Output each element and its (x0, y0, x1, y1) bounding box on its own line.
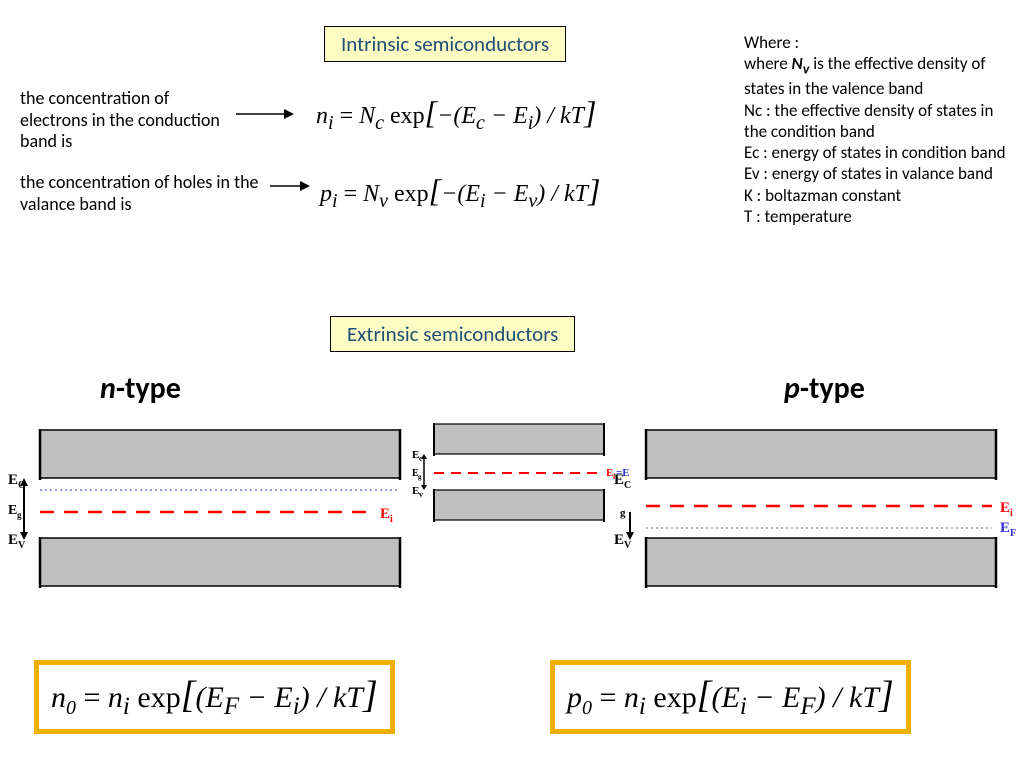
equation-n0-box: n0 = ni exp[(EF − Ei) / kT] (34, 660, 395, 734)
ptype-title: p-type (784, 370, 865, 407)
svg-text:g: g (418, 473, 422, 481)
svg-text:i: i (390, 514, 393, 525)
equation-p0-box: p0 = ni exp[(Ei − EF) / kT] (550, 660, 911, 734)
intrinsic-title-box: Intrinsic semiconductors (324, 26, 566, 62)
svg-text:E: E (8, 472, 18, 488)
svg-text:E: E (614, 472, 624, 488)
svg-text:E: E (8, 503, 17, 518)
svg-text:E: E (380, 506, 390, 522)
svg-text:F: F (1010, 528, 1016, 539)
ptype-band-diagram: E C E i E F E V g (610, 424, 1024, 624)
svg-text:E: E (1000, 520, 1010, 536)
ntype-title: n-type (100, 370, 181, 407)
svg-text:E: E (8, 532, 18, 548)
svg-text:C: C (624, 480, 631, 491)
svg-text:g: g (17, 510, 22, 520)
intrinsic-title: Intrinsic semiconductors (341, 31, 549, 57)
svg-text:E: E (614, 532, 624, 548)
extrinsic-title: Extrinsic semiconductors (347, 321, 558, 347)
svg-text:g: g (620, 507, 626, 519)
svg-text:v: v (419, 490, 423, 499)
svg-text:E: E (1000, 500, 1010, 516)
svg-text:V: V (624, 540, 632, 551)
equation-ni: ni = Nc exp[−(Ec − Ei) / kT] (316, 94, 596, 135)
arrow-to-eq-ni (234, 106, 296, 122)
electron-conc-label: the concentration of electrons in the co… (20, 88, 240, 153)
center-band-diagram: E c E i =E F E v E g (400, 420, 630, 550)
hole-conc-label: the concentration of holes in the valanc… (20, 172, 270, 215)
definitions-block: Where : where Nv is the effective densit… (744, 32, 1008, 227)
svg-text:i: i (1010, 508, 1013, 519)
arrow-to-eq-pi (268, 178, 312, 194)
ntype-band-diagram: E C E i E V E g (4, 424, 424, 624)
equation-pi: pi = Nv exp[−(Ei − Ev) / kT] (320, 172, 600, 213)
extrinsic-title-box: Extrinsic semiconductors (330, 316, 575, 352)
svg-text:V: V (18, 540, 26, 551)
